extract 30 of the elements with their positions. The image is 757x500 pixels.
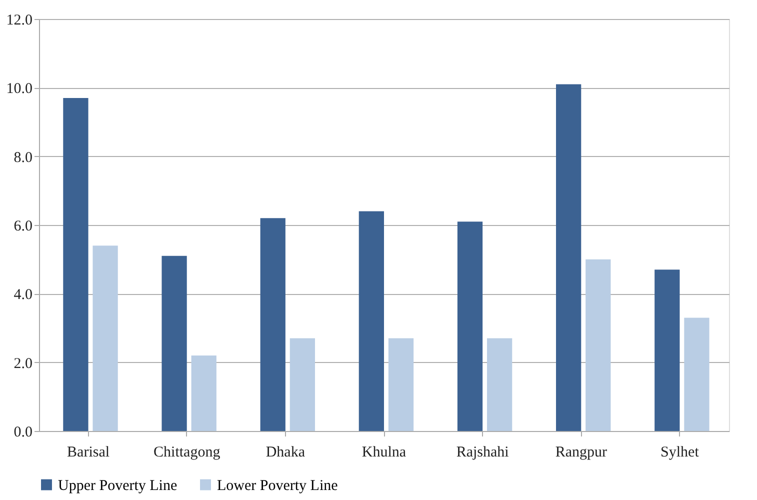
bar — [487, 338, 512, 431]
bar — [191, 355, 216, 431]
y-tick-label: 2.0 — [14, 356, 32, 372]
y-tick-label: 8.0 — [14, 150, 32, 166]
bar — [654, 270, 680, 431]
bar — [290, 338, 315, 431]
y-tick-label: 4.0 — [14, 287, 32, 304]
bar — [388, 338, 414, 431]
y-tick-label: 12.0 — [6, 12, 32, 28]
x-tick-label: Rajshahi — [456, 444, 509, 460]
x-tick-label: Dhaka — [266, 444, 306, 460]
bar — [556, 84, 582, 431]
x-tick-label: Chittagong — [154, 444, 221, 460]
bar — [457, 222, 483, 431]
bar — [586, 259, 611, 431]
bar — [63, 98, 88, 431]
x-tick-label: Barisal — [67, 444, 110, 460]
bar — [92, 246, 118, 431]
y-tick-label: 6.0 — [14, 218, 32, 234]
bar — [260, 218, 286, 431]
bar — [358, 211, 384, 431]
bar — [162, 256, 187, 431]
y-tick-label: 10.0 — [6, 81, 32, 98]
legend-label: Upper Poverty Line — [58, 478, 178, 494]
bar — [684, 318, 710, 431]
x-tick-label: Rangpur — [555, 444, 607, 460]
x-tick-label: Sylhet — [660, 444, 700, 460]
legend-label: Lower Poverty Line — [217, 478, 338, 494]
y-tick-label: 0.0 — [14, 424, 32, 440]
x-tick-label: Khulna — [362, 444, 406, 460]
